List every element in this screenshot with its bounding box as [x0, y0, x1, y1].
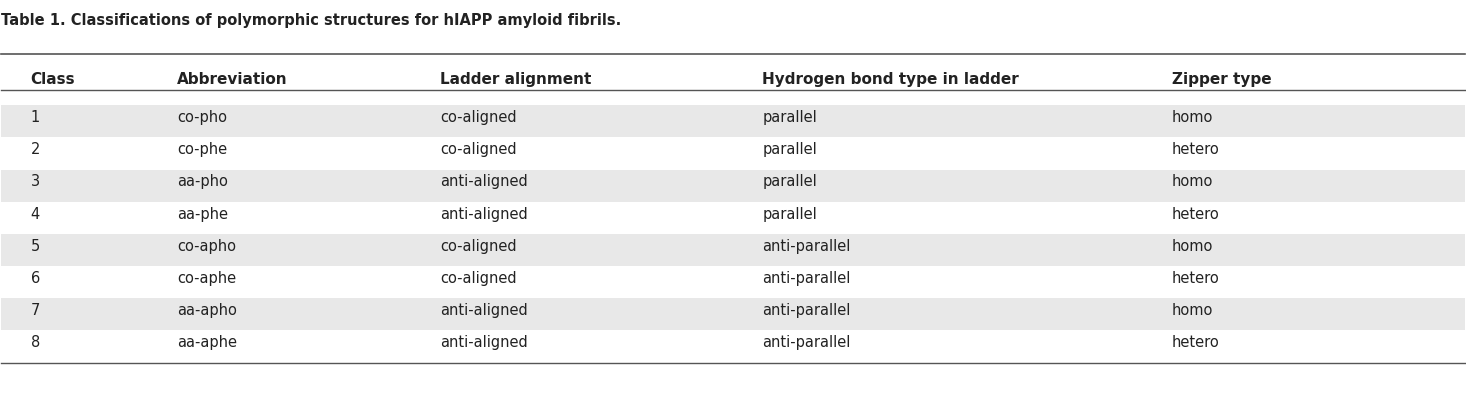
Text: co-aligned: co-aligned [440, 271, 517, 286]
Text: 4: 4 [31, 207, 40, 222]
Text: 6: 6 [31, 271, 40, 286]
Text: anti-aligned: anti-aligned [440, 303, 528, 318]
Text: Hydrogen bond type in ladder: Hydrogen bond type in ladder [762, 72, 1019, 87]
FancyBboxPatch shape [1, 105, 1465, 137]
Text: anti-aligned: anti-aligned [440, 207, 528, 222]
Text: Abbreviation: Abbreviation [177, 72, 287, 87]
Text: Ladder alignment: Ladder alignment [440, 72, 592, 87]
Text: homo: homo [1171, 239, 1214, 254]
Text: parallel: parallel [762, 207, 817, 222]
Text: anti-aligned: anti-aligned [440, 174, 528, 189]
Text: hetero: hetero [1171, 271, 1220, 286]
FancyBboxPatch shape [1, 266, 1465, 298]
Text: hetero: hetero [1171, 335, 1220, 350]
Text: anti-parallel: anti-parallel [762, 239, 850, 254]
Text: parallel: parallel [762, 110, 817, 125]
Text: parallel: parallel [762, 174, 817, 189]
Text: Zipper type: Zipper type [1171, 72, 1271, 87]
Text: 3: 3 [31, 174, 40, 189]
Text: hetero: hetero [1171, 207, 1220, 222]
Text: co-aligned: co-aligned [440, 239, 517, 254]
Text: homo: homo [1171, 303, 1214, 318]
Text: 8: 8 [31, 335, 40, 350]
FancyBboxPatch shape [1, 298, 1465, 331]
Text: co-phe: co-phe [177, 142, 227, 157]
Text: co-pho: co-pho [177, 110, 227, 125]
Text: hetero: hetero [1171, 142, 1220, 157]
Text: co-aligned: co-aligned [440, 110, 517, 125]
Text: anti-parallel: anti-parallel [762, 335, 850, 350]
Text: anti-parallel: anti-parallel [762, 271, 850, 286]
FancyBboxPatch shape [1, 331, 1465, 363]
Text: aa-apho: aa-apho [177, 303, 237, 318]
FancyBboxPatch shape [1, 169, 1465, 202]
Text: 5: 5 [31, 239, 40, 254]
Text: 7: 7 [31, 303, 40, 318]
FancyBboxPatch shape [1, 234, 1465, 266]
FancyBboxPatch shape [1, 202, 1465, 234]
Text: Table 1. Classifications of polymorphic structures for hIAPP amyloid fibrils.: Table 1. Classifications of polymorphic … [1, 13, 622, 28]
Text: co-apho: co-apho [177, 239, 236, 254]
Text: co-aligned: co-aligned [440, 142, 517, 157]
Text: homo: homo [1171, 174, 1214, 189]
Text: anti-parallel: anti-parallel [762, 303, 850, 318]
Text: parallel: parallel [762, 142, 817, 157]
Text: aa-pho: aa-pho [177, 174, 227, 189]
Text: 1: 1 [31, 110, 40, 125]
Text: 2: 2 [31, 142, 40, 157]
FancyBboxPatch shape [1, 137, 1465, 169]
Text: anti-aligned: anti-aligned [440, 335, 528, 350]
Text: Class: Class [31, 72, 75, 87]
Text: aa-aphe: aa-aphe [177, 335, 237, 350]
Text: aa-phe: aa-phe [177, 207, 229, 222]
Text: co-aphe: co-aphe [177, 271, 236, 286]
Text: homo: homo [1171, 110, 1214, 125]
